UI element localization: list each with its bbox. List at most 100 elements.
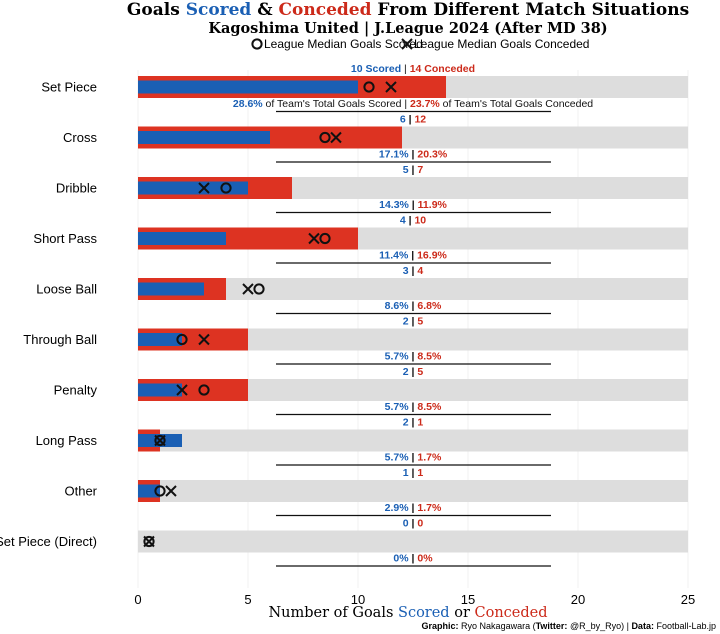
category-row: Loose Ball 3 | 4 8.6% | 6.8% [36,265,688,315]
category-row: Set Piece 10 Scored | 14 Conceded 28.6% of… [41,63,688,113]
title-scored-word: Scored [186,0,252,20]
pct-divider: | [409,452,418,464]
credit-graphic-label: Graphic: [422,621,459,631]
count-conceded: 1 [417,417,423,429]
count-scored: 2 [403,366,409,378]
median-conceded-cross [198,333,210,346]
category-label: Set Piece [41,80,97,95]
goal-count-label: 5 | 7 [403,164,424,176]
count-conceded: 0 [417,518,423,530]
goal-count-label: 10 Scored | 14 Conceded [351,63,475,75]
xlabel-prefix: Number of Goals [268,605,398,621]
count-divider: | [409,316,418,328]
bar-track [138,328,688,351]
category-label: Long Pass [36,433,98,448]
category-row: Penalty 2 | 5 5.7% | 8.5% [54,366,688,416]
pct-scored: 8.6% [385,300,410,312]
bar-track [138,278,688,300]
category-row: Dribble 5 | 7 14.3% | 11.9% [56,164,688,214]
pct-divider: | [409,351,418,363]
category-row: Set Piece (Direct) 0 | 0 0% | 0% [0,518,688,567]
pct-scored: 14.3% [379,199,409,211]
percentage-label: 17.1% | 20.3% [379,149,448,161]
bar-scored [138,181,248,195]
median-conceded-cross [198,182,210,194]
xlabel-or-word: or [450,605,475,621]
count-conceded: 7 [417,164,423,176]
x-tick-label: 20 [571,592,585,607]
median-scored-circle [319,131,331,144]
count-scored: 10 [351,63,363,75]
count-divider: | [409,164,418,176]
category-label: Dribble [56,181,97,196]
pct-divider: | [408,250,417,262]
goal-count-label: 0 | 0 [403,518,424,530]
median-conceded-cross [176,384,188,396]
count-divider: | [406,215,415,227]
category-row: Other 1 | 1 2.9% | 1.7% [64,467,688,517]
category-label: Loose Ball [36,282,97,297]
bar-scored [138,80,358,94]
pct-divider: | [409,502,418,514]
pct-conceded: 0% [417,553,433,565]
count-divider: | [401,63,410,75]
count-scored: 2 [403,316,409,328]
credit-data-label: Data: [631,621,654,631]
title-conceded-word: Conceded [279,0,372,20]
median-conceded-cross [154,434,166,447]
pct-conceded: 8.5% [417,351,442,363]
goal-count-label: 2 | 1 [403,417,424,429]
goal-count-label: 2 | 5 [403,316,424,328]
bar-scored [138,383,182,397]
pct-conceded: 6.8% [417,300,442,312]
x-tick-label: 25 [681,592,695,607]
pct-scored: 28.6% [233,98,263,110]
credit-data-text: Football-Lab.jp [654,621,716,631]
credit-twitter-label: Twitter: [536,621,568,631]
percentage-label: 5.7% | 1.7% [385,452,442,464]
percentage-label: 2.9% | 1.7% [385,502,442,514]
bar-track [138,429,688,452]
bar-scored [138,484,160,498]
median-scored-circle [319,232,331,245]
pct-conceded: 8.5% [417,401,442,413]
x-tick-label: 0 [134,592,141,607]
median-scored-circle [198,384,210,396]
pct-scored: 5.7% [385,351,410,363]
pct-scored: 0% [393,553,409,565]
median-scored-circle [363,81,375,93]
bar-scored [138,333,182,346]
median-scored-circle [176,333,188,346]
chart-title: Goals Scored & Conceded From Different M… [127,0,689,20]
count-conceded: 14 [410,63,422,75]
category-row: Long Pass 2 | 1 5.7% | 1.7% [36,417,688,466]
count-scored: 6 [400,114,406,126]
median-conceded-cross [165,485,177,497]
count-conceded: 12 [414,114,426,126]
credit-graphic-text: Ryo Nakagawara ( [459,621,536,631]
count-conceded-word: Conceded [421,63,475,75]
pct-divider: | [409,553,418,565]
pct-scored: 2.9% [385,502,410,514]
median-conceded-cross [308,232,320,245]
percentage-label: 14.3% | 11.9% [379,199,447,211]
pct-scored: 11.4% [379,250,409,262]
median-scored-circle [253,283,265,295]
pct-scored: 5.7% [385,452,410,464]
percentage-label: 0% | 0% [393,553,433,565]
credit-twitter-text: @R_by_Ryo) | [567,621,631,631]
count-scored: 0 [403,518,409,530]
pct-conceded: 11.9% [418,199,448,211]
x-tick-label: 15 [461,592,475,607]
pct-divider: | [409,300,418,312]
percentage-label: 28.6% of Team's Total Goals Scored | 23.… [233,98,593,110]
category-row: Cross 6 | 12 17.1% | 20.3% [63,114,688,163]
chart-subtitle: Kagoshima United | J.League 2024 (After … [208,20,607,37]
pct-conceded: 1.7% [417,502,442,514]
title-amp: & [251,0,278,20]
percentage-label: 11.4% | 16.9% [379,250,447,262]
category-label: Set Piece (Direct) [0,534,97,549]
bar-track [138,379,688,401]
legend: League Median Goals Scored League Median… [251,37,589,51]
